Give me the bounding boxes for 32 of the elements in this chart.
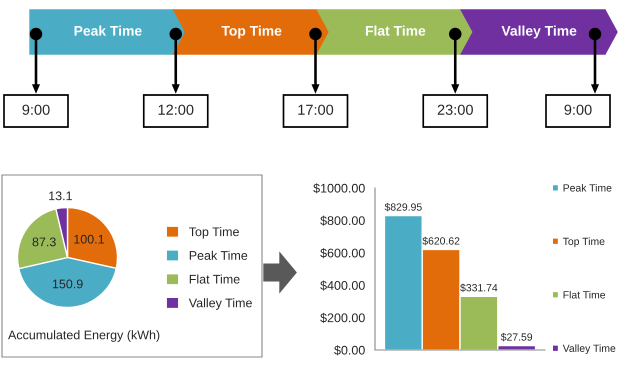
text: $829.95 — [384, 202, 422, 212]
category-label: Top Time — [222, 26, 282, 38]
data-label: 87.3 — [32, 237, 56, 246]
text: 9:00 — [22, 104, 50, 115]
text: 9:00 — [564, 104, 592, 115]
y-tick-label: $400.00 — [320, 280, 365, 291]
legend-label: Valley Time — [188, 298, 252, 310]
legend-label: Flat Time — [564, 290, 606, 299]
category-label: Valley Time — [502, 26, 576, 38]
legend-label: Peak Time — [564, 184, 612, 192]
category-label: Flat Time — [366, 26, 426, 36]
y-tick-label: $200.00 — [320, 312, 365, 323]
y-tick-label: $600.00 — [320, 248, 365, 258]
legend-label: Flat Time — [190, 274, 240, 284]
data-label: 13.1 — [49, 191, 72, 200]
y-tick-label: $1000.00 — [313, 183, 365, 194]
category-label: Peak Time — [74, 26, 142, 36]
text: $620.62 — [422, 236, 460, 246]
text: $331.74 — [460, 284, 498, 292]
data-label: 100.1 — [74, 234, 104, 244]
legend-label: Top Time — [189, 227, 239, 239]
y-tick-label: $800.00 — [320, 216, 365, 226]
y-tick-label: $0.00 — [334, 345, 365, 356]
data-label: 150.9 — [52, 280, 83, 288]
legend-label: Peak Time — [190, 250, 248, 260]
text: Accumulated Energy (kWh) — [8, 330, 160, 342]
legend-label: Top Time — [562, 237, 605, 248]
text: 23:00 — [438, 104, 473, 115]
legend-label: Valley Time — [562, 344, 616, 354]
text: $27.59 — [500, 332, 532, 342]
text: 17:00 — [298, 104, 334, 115]
text: 12:00 — [158, 104, 194, 115]
